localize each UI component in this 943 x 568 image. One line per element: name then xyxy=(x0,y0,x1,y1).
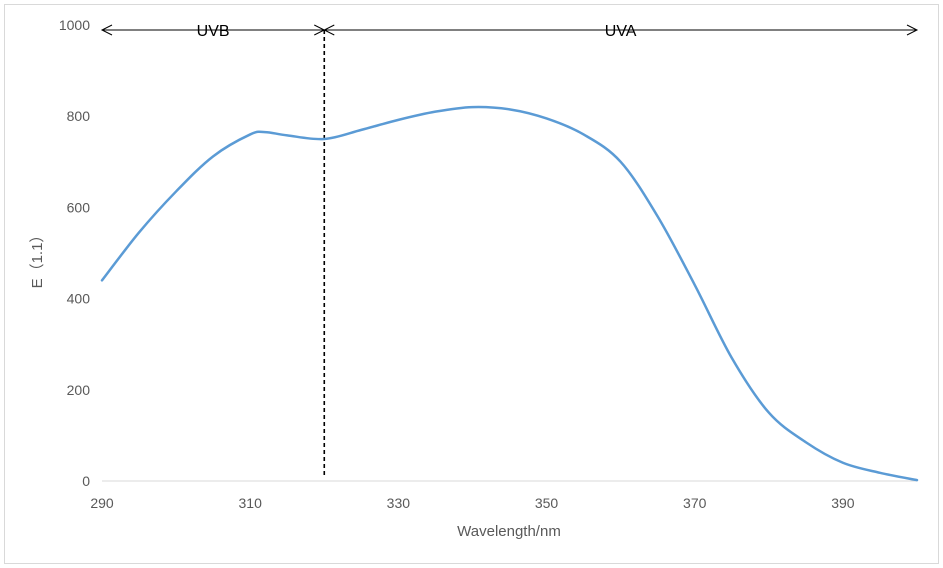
series-line-0 xyxy=(100,105,919,482)
y-tick-label: 600 xyxy=(67,199,91,215)
y-tick-label: 400 xyxy=(67,291,91,307)
y-tick-label: 200 xyxy=(67,382,91,398)
y-tick-label: 0 xyxy=(82,473,90,489)
x-tick-label: 310 xyxy=(239,495,263,511)
axes: 290 310 330 350 370 390 0 200 400 600 800 1000 xyxy=(59,17,917,511)
region-label-uva: UVA xyxy=(605,23,637,40)
series-layer xyxy=(100,105,919,482)
region-annotations: UVB UVA xyxy=(100,23,919,477)
y-tick-label: 1000 xyxy=(59,17,90,33)
x-tick-label: 350 xyxy=(535,495,559,511)
x-axis-title: Wavelength/nm xyxy=(457,523,561,540)
x-tick-label: 390 xyxy=(831,495,855,511)
y-axis-title: E（1.1） xyxy=(29,228,46,289)
x-tick-label: 330 xyxy=(387,495,411,511)
x-tick-label: 370 xyxy=(683,495,707,511)
region-label-uvb: UVB xyxy=(197,23,230,40)
chart-border xyxy=(4,4,939,564)
x-tick-label: 290 xyxy=(90,495,114,511)
region-arrow-uva xyxy=(323,24,919,36)
chart-text: Wavelength/nm E（1.1） xyxy=(29,228,561,540)
y-tick-label: 800 xyxy=(67,108,91,124)
